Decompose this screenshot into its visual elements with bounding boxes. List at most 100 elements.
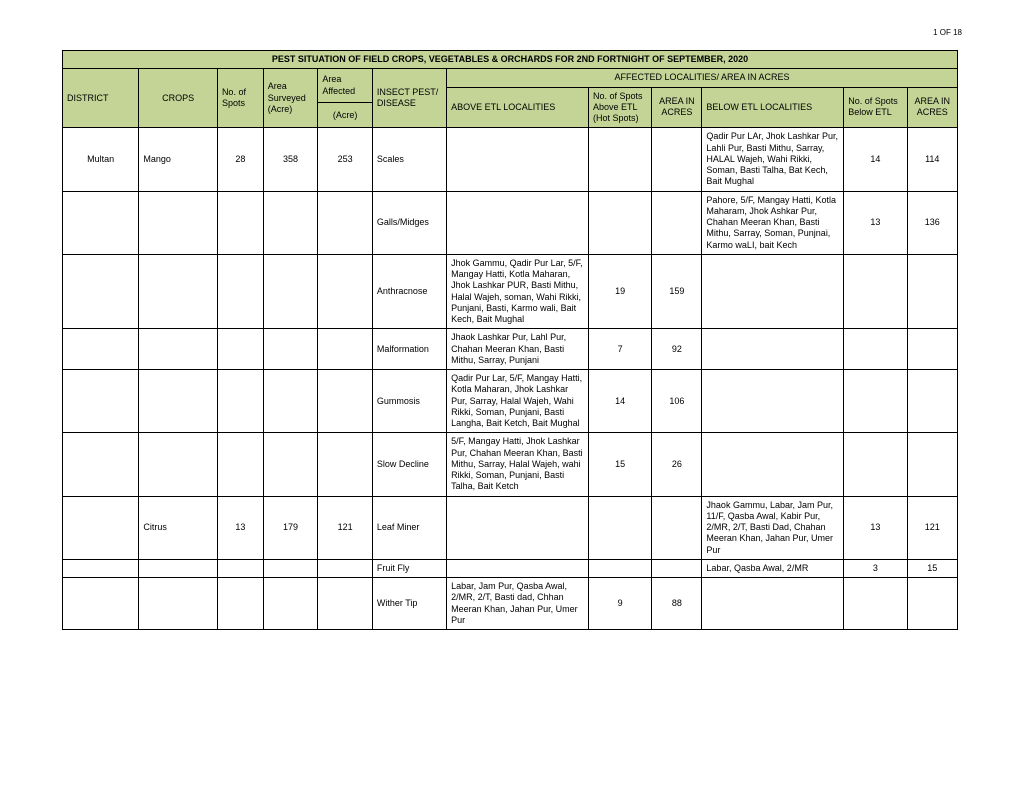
cell-crop: Mango bbox=[139, 128, 218, 191]
hdr-below-etl: BELOW ETL LOCALITIES bbox=[702, 87, 844, 128]
hdr-area-b: AREA IN ACRES bbox=[907, 87, 957, 128]
title-row: PEST SITUATION OF FIELD CROPS, VEGETABLE… bbox=[63, 51, 958, 69]
cell-below_acres bbox=[907, 254, 957, 329]
cell-above_acres: 88 bbox=[652, 578, 702, 630]
cell-surveyed bbox=[263, 559, 318, 577]
cell-above: Jhaok Lashkar Pur, Lahl Pur, Chahan Meer… bbox=[447, 329, 589, 370]
cell-spots bbox=[217, 559, 263, 577]
cell-crop bbox=[139, 578, 218, 630]
cell-affected bbox=[318, 329, 373, 370]
hdr-affected-loc: AFFECTED LOCALITIES/ AREA IN ACRES bbox=[447, 69, 958, 87]
cell-affected bbox=[318, 191, 373, 254]
cell-below bbox=[702, 254, 844, 329]
report-title: PEST SITUATION OF FIELD CROPS, VEGETABLE… bbox=[63, 51, 958, 69]
cell-crop bbox=[139, 254, 218, 329]
cell-district bbox=[63, 370, 139, 433]
cell-spots: 13 bbox=[217, 496, 263, 559]
hdr-pest: INSECT PEST/ DISEASE bbox=[372, 69, 446, 128]
cell-surveyed bbox=[263, 370, 318, 433]
table-row: Wither TipLabar, Jam Pur, Qasba Awal, 2/… bbox=[63, 578, 958, 630]
cell-below_spots bbox=[844, 254, 907, 329]
cell-above: Qadir Pur Lar, 5/F, Mangay Hatti, Kotla … bbox=[447, 370, 589, 433]
cell-above: Labar, Jam Pur, Qasba Awal, 2/MR, 2/T, B… bbox=[447, 578, 589, 630]
cell-above_spots: 15 bbox=[588, 433, 651, 496]
cell-below_spots: 3 bbox=[844, 559, 907, 577]
cell-pest: Scales bbox=[372, 128, 446, 191]
table-row: Galls/Midges Pahore, 5/F, Mangay Hatti, K… bbox=[63, 191, 958, 254]
cell-above_acres bbox=[652, 128, 702, 191]
cell-above bbox=[447, 128, 589, 191]
page-number: 1 OF 18 bbox=[933, 28, 962, 37]
cell-above_spots: 7 bbox=[588, 329, 651, 370]
cell-surveyed bbox=[263, 254, 318, 329]
hdr-above-etl: ABOVE ETL LOCALITIES bbox=[447, 87, 589, 128]
cell-above_acres: 159 bbox=[652, 254, 702, 329]
cell-above_spots: 14 bbox=[588, 370, 651, 433]
cell-surveyed bbox=[263, 578, 318, 630]
cell-affected bbox=[318, 433, 373, 496]
cell-below_acres: 136 bbox=[907, 191, 957, 254]
cell-below_spots bbox=[844, 433, 907, 496]
hdr-affected: Area Affected bbox=[318, 69, 373, 103]
cell-below: Qadir Pur LAr, Jhok Lashkar Pur, Lahli P… bbox=[702, 128, 844, 191]
cell-pest: Fruit Fly bbox=[372, 559, 446, 577]
cell-spots bbox=[217, 433, 263, 496]
cell-crop bbox=[139, 329, 218, 370]
cell-pest: Malformation bbox=[372, 329, 446, 370]
cell-affected bbox=[318, 578, 373, 630]
cell-above bbox=[447, 559, 589, 577]
cell-spots bbox=[217, 370, 263, 433]
cell-below_spots bbox=[844, 370, 907, 433]
table-row: MultanMango28358253ScalesQadir Pur LAr, … bbox=[63, 128, 958, 191]
cell-below bbox=[702, 433, 844, 496]
hdr-surveyed: Area Surveyed (Acre) bbox=[263, 69, 318, 128]
cell-below_spots: 13 bbox=[844, 496, 907, 559]
cell-district: Multan bbox=[63, 128, 139, 191]
cell-below_acres bbox=[907, 329, 957, 370]
table-row: Slow Decline5/F, Mangay Hatti, Jhok Lash… bbox=[63, 433, 958, 496]
cell-pest: Slow Decline bbox=[372, 433, 446, 496]
cell-below bbox=[702, 370, 844, 433]
cell-spots bbox=[217, 191, 263, 254]
hdr-crops: CROPS bbox=[139, 69, 218, 128]
cell-below_acres bbox=[907, 578, 957, 630]
cell-affected: 253 bbox=[318, 128, 373, 191]
cell-spots: 28 bbox=[217, 128, 263, 191]
cell-below_spots: 13 bbox=[844, 191, 907, 254]
table-row: AnthracnoseJhok Gammu, Qadir Pur Lar, 5/… bbox=[63, 254, 958, 329]
table-row: GummosisQadir Pur Lar, 5/F, Mangay Hatti… bbox=[63, 370, 958, 433]
cell-pest: Anthracnose bbox=[372, 254, 446, 329]
cell-surveyed bbox=[263, 329, 318, 370]
cell-below bbox=[702, 578, 844, 630]
cell-spots bbox=[217, 254, 263, 329]
cell-above_acres bbox=[652, 559, 702, 577]
cell-above_acres: 26 bbox=[652, 433, 702, 496]
hdr-district: DISTRICT bbox=[63, 69, 139, 128]
cell-spots bbox=[217, 329, 263, 370]
cell-crop bbox=[139, 370, 218, 433]
cell-district bbox=[63, 496, 139, 559]
cell-below: Jhaok Gammu, Labar, Jam Pur, 11/F, Qasba… bbox=[702, 496, 844, 559]
pest-table: PEST SITUATION OF FIELD CROPS, VEGETABLE… bbox=[62, 50, 958, 630]
table-wrapper: PEST SITUATION OF FIELD CROPS, VEGETABLE… bbox=[62, 50, 958, 630]
cell-affected bbox=[318, 254, 373, 329]
cell-above_acres: 92 bbox=[652, 329, 702, 370]
cell-below: Pahore, 5/F, Mangay Hatti, Kotla Maharam… bbox=[702, 191, 844, 254]
cell-pest: Gummosis bbox=[372, 370, 446, 433]
cell-affected bbox=[318, 370, 373, 433]
cell-below bbox=[702, 329, 844, 370]
hdr-affected-sub: (Acre) bbox=[318, 103, 373, 128]
cell-below_acres bbox=[907, 433, 957, 496]
cell-pest: Galls/Midges bbox=[372, 191, 446, 254]
cell-above_spots bbox=[588, 559, 651, 577]
cell-pest: Leaf Miner bbox=[372, 496, 446, 559]
cell-affected bbox=[318, 559, 373, 577]
cell-above_spots bbox=[588, 496, 651, 559]
header-row-1: DISTRICT CROPS No. of Spots Area Surveye… bbox=[63, 69, 958, 87]
cell-above: 5/F, Mangay Hatti, Jhok Lashkar Pur, Cha… bbox=[447, 433, 589, 496]
table-row: MalformationJhaok Lashkar Pur, Lahl Pur,… bbox=[63, 329, 958, 370]
cell-district bbox=[63, 329, 139, 370]
cell-surveyed: 179 bbox=[263, 496, 318, 559]
cell-district bbox=[63, 578, 139, 630]
cell-district bbox=[63, 559, 139, 577]
